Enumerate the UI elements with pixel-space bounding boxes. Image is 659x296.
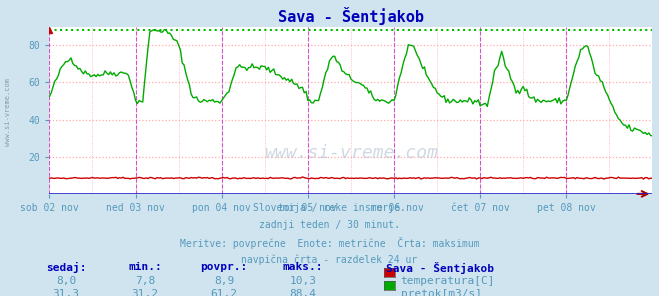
Text: maks.:: maks.: (283, 262, 324, 272)
Text: sedaj:: sedaj: (45, 262, 86, 273)
Text: 7,8: 7,8 (135, 276, 155, 286)
Text: navpična črta - razdelek 24 ur: navpična črta - razdelek 24 ur (241, 254, 418, 265)
Text: pretok[m3/s]: pretok[m3/s] (401, 289, 482, 296)
Text: zadnji teden / 30 minut.: zadnji teden / 30 minut. (259, 220, 400, 230)
Text: 8,0: 8,0 (56, 276, 76, 286)
Text: 31,2: 31,2 (132, 289, 158, 296)
Text: povpr.:: povpr.: (200, 262, 248, 272)
Text: www.si-vreme.com: www.si-vreme.com (264, 144, 438, 162)
Text: www.si-vreme.com: www.si-vreme.com (5, 78, 11, 147)
Text: Meritve: povprečne  Enote: metrične  Črta: maksimum: Meritve: povprečne Enote: metrične Črta:… (180, 237, 479, 249)
Title: Sava - Šentjakob: Sava - Šentjakob (278, 7, 424, 25)
Text: min.:: min.: (128, 262, 162, 272)
Text: Sava - Šentjakob: Sava - Šentjakob (386, 262, 494, 274)
Text: 31,3: 31,3 (53, 289, 79, 296)
Text: 88,4: 88,4 (290, 289, 316, 296)
Text: temperatura[C]: temperatura[C] (401, 276, 495, 286)
Text: 8,9: 8,9 (214, 276, 234, 286)
Text: Slovenija / reke in morje.: Slovenija / reke in morje. (253, 203, 406, 213)
Text: 10,3: 10,3 (290, 276, 316, 286)
Text: 61,2: 61,2 (211, 289, 237, 296)
